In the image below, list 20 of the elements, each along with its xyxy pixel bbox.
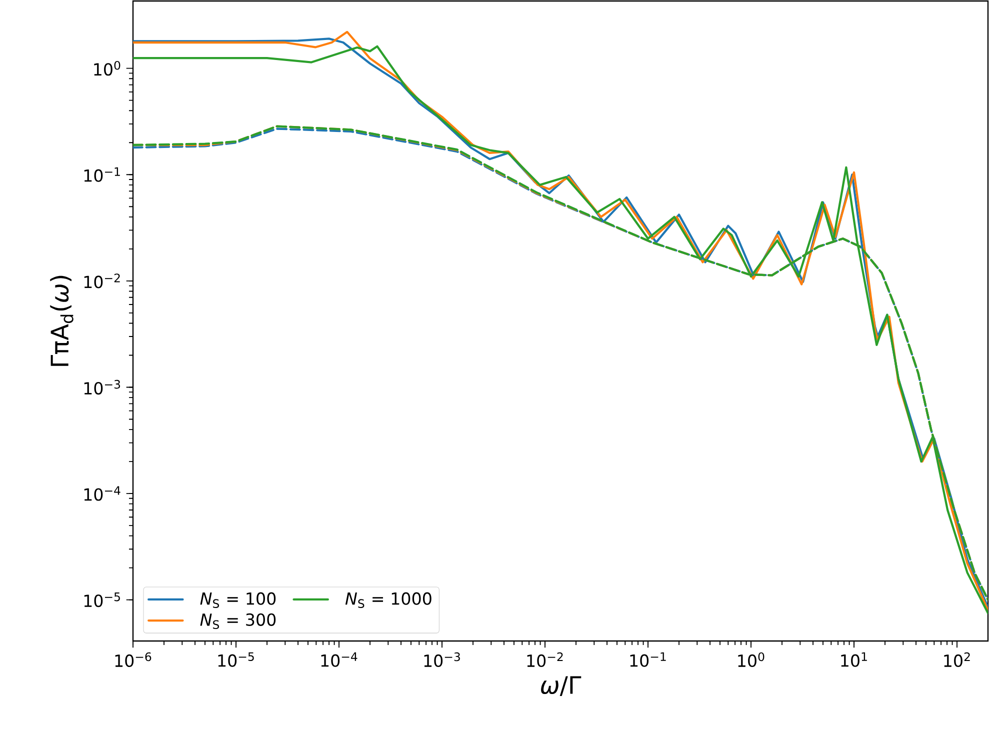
y-tick-label: 10$^{−5}$ [84, 592, 120, 608]
x-tick-label: 10$^{−3}$ [424, 652, 460, 668]
y-tick-label: 10$^{−3}$ [84, 380, 120, 395]
y-tick-label: 10$^{−1}$ [84, 167, 120, 182]
x-tick-label: 10$^{−5}$ [218, 652, 254, 667]
x-tick-label: 10$^{−1}$ [630, 652, 666, 667]
y-tick-label: 10$^{0}$ [94, 60, 120, 76]
y-tick-label: 10$^{−4}$ [84, 486, 120, 501]
legend-label: N$_{S}$ = 300 [200, 613, 276, 630]
x-tick-label: 10$^{2}$ [944, 652, 970, 668]
x-tick-label: 10$^{0}$ [738, 652, 764, 668]
y-tick-label: 10$^{−2}$ [84, 274, 120, 288]
legend-label: N$_{S}$ = 100 [200, 592, 276, 608]
x-tick-label: 10$^{−6}$ [115, 652, 152, 668]
x-tick-label: 10$^{−4}$ [321, 652, 358, 667]
x-tick-label: 10$^{−2}$ [527, 652, 563, 668]
y-axis-title: ΓπA$_{d}$(ω) [50, 276, 74, 366]
x-tick-label: 10$^{1}$ [841, 652, 867, 667]
legend-label: N$_{S}$ = 1000 [345, 592, 432, 608]
x-axis-title: ω/Γ [541, 676, 582, 696]
